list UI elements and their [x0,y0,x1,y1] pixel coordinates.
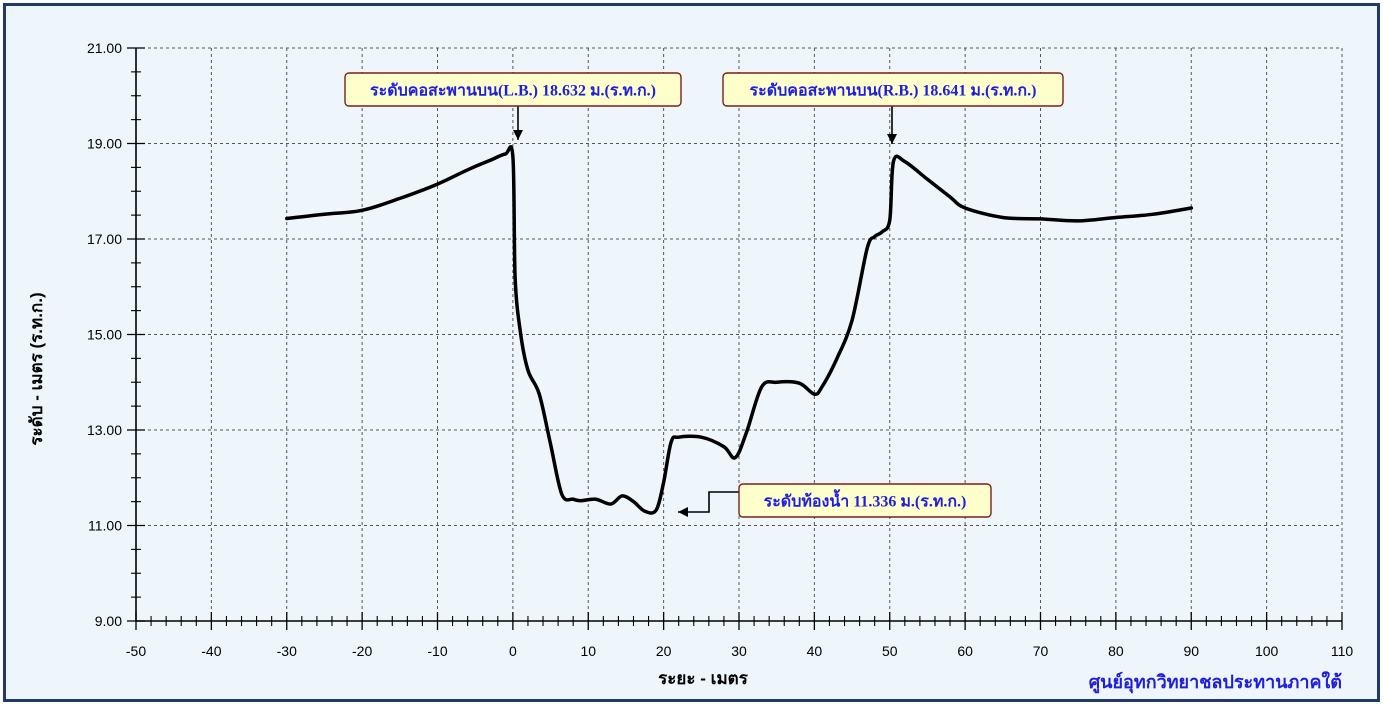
x-tick-label: 100 [1255,643,1279,659]
callout: ระดับท้องน้ำ 11.336 ม.(ร.ท.ก.) [678,483,992,518]
y-tick-label: 11.00 [88,518,122,534]
y-tick-label: 21.00 [87,40,122,56]
x-tick-label: -30 [277,643,297,659]
x-tick-label: 40 [807,643,823,659]
callout-arrowhead [513,130,523,140]
callout-box [344,72,682,107]
x-tick-label: 60 [957,643,973,659]
callout-arrow-line [678,491,739,513]
callout-box [722,72,1064,107]
callout-text: ระดับคอสะพานบน(L.B.) 18.632 ม.(ร.ท.ก.) [370,82,656,100]
x-tick-label: -40 [201,643,221,659]
x-tick-label: 20 [656,643,672,659]
callout-box [738,483,992,518]
cross-section-line [285,145,1194,515]
x-axis-title: ระยะ - เมตร [658,669,749,688]
y-tick-label: 15.00 [87,327,122,343]
cross-section-chart: -50 -40 -30 -20 -10 0 10 20 30 40 50 60 70 80 90 100 110… [27,40,1354,694]
y-tick-label: 9.00 [95,613,122,629]
annotations: ระดับคอสะพานบน(L.B.) 18.632 ม.(ร.ท.ก.) ระ… [344,72,1064,518]
callout-text: ระดับคอสะพานบน(R.B.) 18.641 ม.(ร.ท.ก.) [750,82,1037,100]
x-tick-label: -10 [427,643,447,659]
callout-text: ระดับท้องน้ำ 11.336 ม.(ร.ท.ก.) [764,489,967,511]
callout: ระดับคอสะพานบน(L.B.) 18.632 ม.(ร.ท.ก.) [344,72,682,140]
x-tick-label: 70 [1033,643,1049,659]
callout-arrowhead [678,507,688,517]
x-tick-label: 80 [1108,643,1124,659]
x-tick-label: 0 [509,643,517,659]
x-tick-label: 10 [580,643,596,659]
y-axis-ticks: 9.00 11.00 13.00 15.00 17.00 19.00 21.00 [87,40,145,629]
callout-arrowhead [887,134,897,144]
y-tick-label: 13.00 [87,422,122,438]
y-tick-label: 19.00 [87,136,122,152]
chart-frame: -50 -40 -30 -20 -10 0 10 20 30 40 50 60 70 80 90 100 110… [3,3,1380,702]
x-tick-label: 90 [1183,643,1199,659]
callout: ระดับคอสะพานบน(R.B.) 18.641 ม.(ร.ท.ก.) [722,72,1064,144]
x-tick-label: -20 [352,643,372,659]
x-tick-label: 110 [1331,643,1354,659]
credit-text: ศูนย์อุทกวิทยาชลประทานภาคใต้ [1089,671,1342,694]
x-tick-label: 30 [731,643,747,659]
x-tick-label: 50 [882,643,898,659]
x-tick-label: -50 [126,643,146,659]
y-tick-label: 17.00 [87,231,122,247]
y-axis-title: ระดับ - เมตร (ร.ท.ก.) [27,292,46,445]
